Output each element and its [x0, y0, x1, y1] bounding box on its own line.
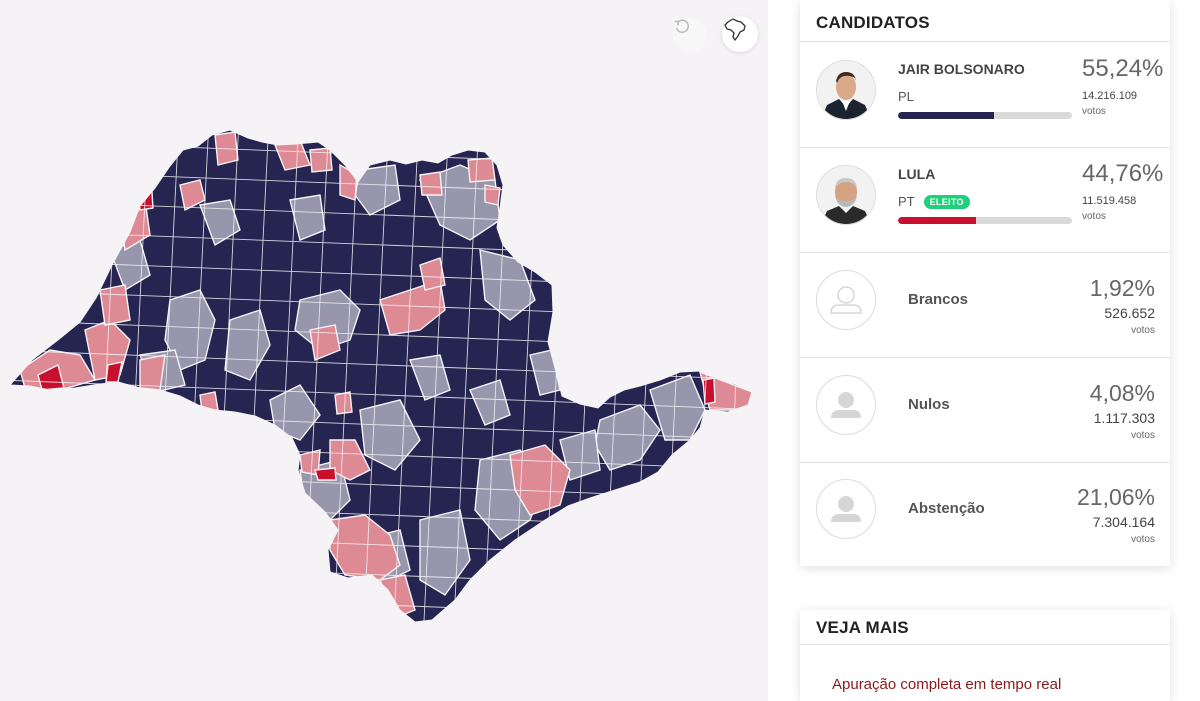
party-label: PT: [898, 194, 915, 209]
votes-label: votos: [1082, 211, 1106, 222]
sao-paulo-map[interactable]: [0, 0, 768, 701]
others-label: Brancos: [908, 291, 969, 308]
others-vote-count: 1.117.303: [1093, 410, 1155, 426]
others-percent: 4,08%: [1089, 380, 1155, 406]
vote-count: 11.519.458: [1082, 195, 1137, 207]
votes-label: votos: [1131, 430, 1155, 441]
map-panel: [0, 0, 768, 701]
person-placeholder-icon: [816, 479, 876, 539]
candidate-party: PT ELEITO: [898, 194, 970, 209]
person-placeholder-icon: [816, 375, 876, 435]
vote-count: 14.216.109: [1082, 90, 1138, 102]
others-row-nulos: Nulos 4,08% 1.117.303 votos: [800, 358, 1170, 463]
others-row-abstencao: Abstenção 21,06% 7.304.164 votos: [800, 462, 1170, 566]
candidate-row-lula[interactable]: LULA PT ELEITO 44,76% 11.519.458 votos: [800, 148, 1170, 253]
vote-share-fill: [898, 112, 995, 119]
candidate-name: LULA: [898, 166, 936, 182]
see-more-card: VEJA MAIS Apuração completa em tempo rea…: [800, 610, 1170, 701]
votes-label: votos: [1131, 325, 1155, 336]
avatar: [816, 60, 876, 120]
others-row-brancos: Brancos 1,92% 526.652 votos: [800, 253, 1170, 358]
others-percent: 1,92%: [1089, 275, 1155, 301]
municipality-regions: [10, 130, 752, 622]
votes-label: votos: [1131, 534, 1155, 545]
others-vote-count: 7.304.164: [1092, 514, 1155, 530]
votes-label: votos: [1082, 106, 1106, 117]
person-placeholder-icon: [816, 270, 876, 330]
party-label: PL: [898, 89, 914, 104]
candidate-party: PL: [898, 89, 914, 104]
vote-share-bar: [898, 217, 1072, 224]
candidate-row-bolsonaro[interactable]: JAIR BOLSONARO PL 55,24% 14.216.109 voto…: [800, 43, 1170, 148]
elected-badge: ELEITO: [923, 194, 970, 209]
avatar: [816, 165, 876, 225]
live-results-link[interactable]: Apuração completa em tempo real: [832, 676, 1062, 693]
brazil-map-button[interactable]: [722, 16, 758, 52]
see-more-title: VEJA MAIS: [800, 610, 1170, 645]
others-percent: 21,06%: [1076, 484, 1155, 510]
reset-map-button[interactable]: [673, 18, 707, 52]
candidates-title: CANDIDATOS: [800, 0, 1170, 42]
candidate-name: JAIR BOLSONARO: [898, 61, 1025, 77]
others-vote-count: 526.652: [1104, 305, 1155, 321]
others-label: Abstenção: [908, 500, 985, 517]
vote-percent: 44,76%: [1082, 160, 1164, 187]
vote-share-fill: [898, 217, 976, 224]
vote-share-bar: [898, 112, 1072, 119]
candidates-card: CANDIDATOS JAIR BOLSONARO PL 55,24% 14.2…: [800, 0, 1170, 566]
vote-percent: 55,24%: [1082, 55, 1164, 82]
others-label: Nulos: [908, 396, 950, 413]
